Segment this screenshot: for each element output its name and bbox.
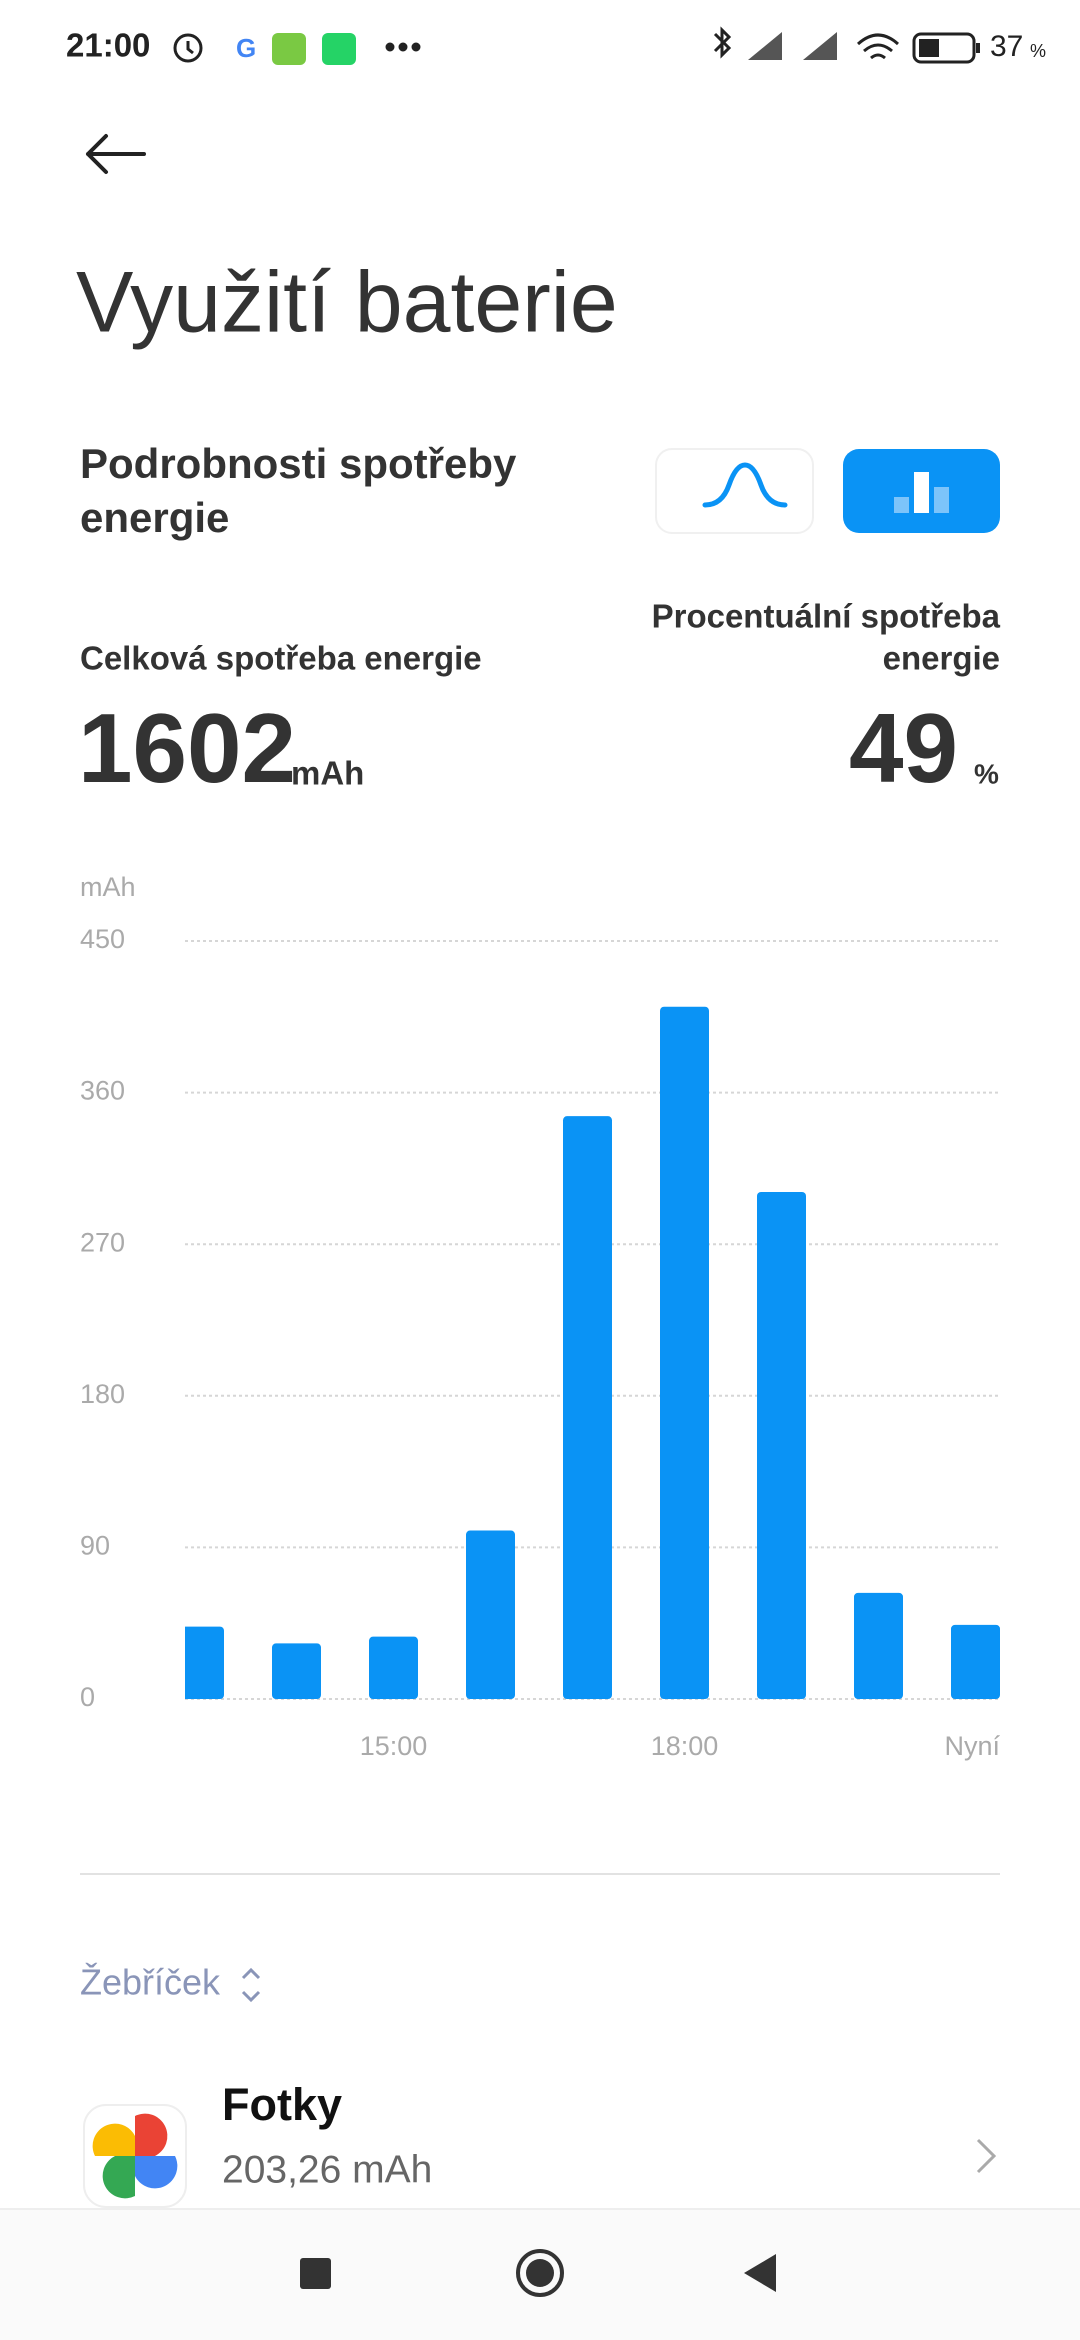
percent-label: Procentuální spotřeba (652, 598, 1001, 635)
sort-icon[interactable] (241, 1967, 261, 2003)
nav-bar (0, 2208, 1080, 2340)
status-time: 21:00 (66, 27, 150, 64)
app-row[interactable]: Fotky 203,26 mAh (83, 2079, 997, 2208)
y-tick-label: 270 (80, 1227, 125, 1257)
x-tick-label: Nyní (944, 1731, 1000, 1761)
home-button[interactable] (516, 2249, 564, 2297)
total-label: Celková spotřeba energie (80, 640, 482, 677)
x-tick-label: 15:00 (360, 1731, 428, 1761)
x-tick-label: 18:00 (651, 1731, 719, 1761)
app-name: Fotky (222, 2079, 342, 2130)
y-unit: mAh (80, 872, 136, 902)
back-nav-button[interactable] (744, 2254, 776, 2292)
y-tick-label: 0 (80, 1682, 95, 1712)
bar (660, 1006, 709, 1699)
bar (466, 1530, 515, 1699)
status-icons: G (173, 26, 980, 65)
section-title: Podrobnosti spotřeby (80, 440, 517, 487)
svg-text:G: G (236, 33, 256, 63)
bar (563, 1116, 612, 1699)
bars (185, 1006, 1000, 1699)
bar (951, 1624, 1000, 1699)
y-tick-label: 180 (80, 1379, 125, 1409)
ranking-sort[interactable]: Žebříček (80, 1962, 221, 2003)
bar (854, 1592, 903, 1699)
bar (757, 1191, 806, 1699)
percent-unit: % (974, 758, 999, 789)
section-title: energie (80, 494, 229, 541)
y-tick-label: 450 (80, 924, 125, 954)
bar (369, 1636, 418, 1699)
back-button[interactable] (86, 134, 146, 174)
recents-button[interactable] (300, 2258, 331, 2289)
y-tick-label: 360 (80, 1076, 125, 1106)
battery-level: 37 (990, 30, 1023, 63)
chart: 0 90 180 270 360 450 15:00 18:00 Nyní (80, 924, 1000, 1761)
bar-toggle[interactable] (843, 449, 1000, 533)
y-tick-label: 90 (80, 1531, 110, 1561)
total-value: 1602 (78, 693, 296, 803)
percent-label: energie (883, 640, 1000, 677)
curve-toggle[interactable] (655, 448, 814, 534)
battery-unit: % (1030, 41, 1046, 61)
bar (272, 1643, 321, 1699)
app-usage: 203,26 mAh (222, 2148, 432, 2191)
total-unit: mAh (291, 755, 364, 792)
percent-value: 49 (849, 693, 958, 803)
page-title: Využití baterie (76, 255, 618, 351)
bar (185, 1626, 224, 1699)
